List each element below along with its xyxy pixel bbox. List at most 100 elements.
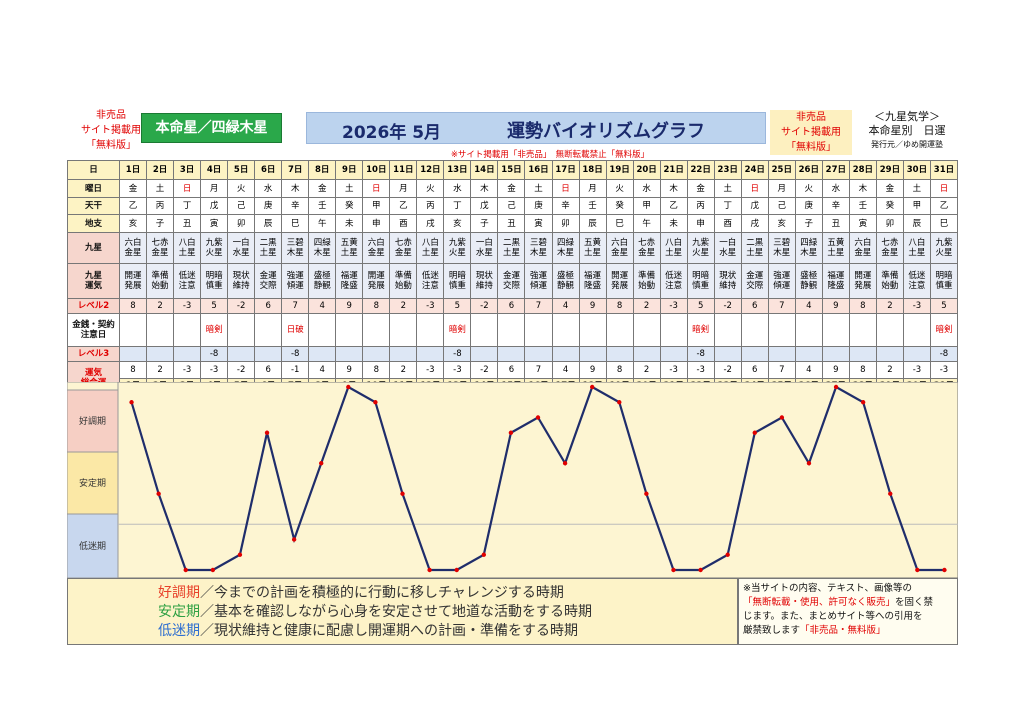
- cell: 六白金星: [606, 233, 633, 263]
- cell-text: 8: [860, 365, 866, 375]
- cell: -8: [444, 347, 471, 361]
- cell: 13日: [444, 161, 471, 179]
- cell-text: 日: [561, 183, 570, 194]
- row-label-line: 注意日: [80, 330, 107, 340]
- legend-text: ／基本を確認しながら心身を安定させて地道な活動をする時期: [200, 604, 592, 620]
- row-label-line: 九星: [84, 271, 102, 281]
- cell: 木: [660, 180, 687, 197]
- cell: 8日: [309, 161, 336, 179]
- cell-text-wrap: 現状維持: [232, 271, 250, 291]
- cell: 未: [336, 215, 363, 232]
- cell-text-wrap: 一白水星: [475, 238, 493, 258]
- cell-text: -8: [209, 349, 219, 359]
- cell: [579, 314, 606, 346]
- cell: 28日: [849, 161, 876, 179]
- cell-text: 辰: [588, 218, 597, 229]
- cell: 準備始動: [390, 264, 417, 298]
- cell-text: 水: [453, 183, 462, 194]
- cell: 丑: [498, 215, 525, 232]
- cell-text: 辛: [290, 201, 300, 211]
- point: [888, 491, 893, 496]
- point: [481, 552, 487, 557]
- cell-text: 甲: [912, 201, 922, 211]
- cell-text: 乙: [939, 201, 949, 211]
- cell-text: 火: [426, 183, 435, 194]
- band-label: 安定期: [79, 477, 106, 489]
- row-label-line: 金銭・契約: [72, 320, 115, 330]
- cell-text-wrap: 五黄土星: [340, 238, 358, 258]
- cell-text-wrap: 九紫火星: [205, 238, 223, 258]
- cell: -2: [228, 299, 255, 313]
- cell-text: 己: [507, 201, 516, 211]
- cell-text: 木: [669, 183, 678, 194]
- cell: 六白金星: [120, 233, 147, 263]
- cell-text: -3: [182, 365, 192, 375]
- cell-text: 7: [535, 301, 542, 311]
- cell: 2: [876, 299, 903, 313]
- cell: -2: [228, 362, 255, 378]
- cell-text: 29日: [879, 165, 901, 175]
- cell: 7: [768, 299, 795, 313]
- cell: [498, 347, 525, 361]
- cell-text: 巳: [615, 218, 624, 229]
- cell: 7: [768, 362, 795, 378]
- cell-text-wrap: 七赤金星: [151, 238, 169, 258]
- cell-text-wrap: 福運隆盛: [340, 271, 358, 291]
- cell: [876, 314, 903, 346]
- point: [562, 461, 568, 466]
- cell-text: 25日: [771, 165, 792, 175]
- cell: 24日: [741, 161, 768, 179]
- cell: 現状維持: [228, 264, 255, 298]
- cell: [525, 314, 552, 346]
- legend-line: 好調期／今までの計画を積極的に行動に移しチャレンジする時期: [158, 584, 737, 603]
- cell: 亥: [444, 215, 471, 232]
- cell-text-wrap: 一白水星: [719, 238, 737, 258]
- fortune-table: 日 1日 2日 3日 4日 5日 6日 7日 8日 9日 10日 11日 12日 13日 14日 15日 16日…: [67, 160, 958, 394]
- cell: 癸: [606, 198, 633, 214]
- cell: 庚: [525, 198, 552, 214]
- cell: 乙: [930, 198, 957, 214]
- cell-text-wrap: 九紫火星: [448, 238, 466, 258]
- note-text: を固く禁: [895, 597, 934, 608]
- point: [427, 567, 432, 573]
- cell: 8: [606, 299, 633, 313]
- note-line: じます。また、まとめサイト等への引用を: [743, 610, 953, 624]
- cell: 金運交際: [741, 264, 768, 298]
- cell-text: 5: [941, 301, 947, 311]
- cell: [741, 314, 768, 346]
- cell: 6: [255, 362, 282, 378]
- cell-text: 7日: [287, 165, 303, 175]
- cell: 4: [309, 362, 336, 378]
- cell-text: 6: [265, 301, 271, 311]
- cell: 9: [822, 362, 849, 378]
- cell: 明暗慎重: [444, 264, 471, 298]
- cell-text: 戌: [750, 218, 759, 229]
- note-text: 厳禁致します: [743, 625, 801, 636]
- cell: 六白金星: [363, 233, 390, 263]
- cell: 6日: [255, 161, 282, 179]
- band: [67, 389, 119, 453]
- cell-text: 子: [804, 218, 814, 229]
- cell: [660, 314, 687, 346]
- cell: [417, 314, 444, 346]
- cell: 2: [633, 362, 660, 378]
- cell: 5: [930, 299, 957, 313]
- cell-text: 14日: [474, 165, 495, 175]
- cell: 月: [201, 180, 228, 197]
- cell-text: 9: [589, 365, 596, 375]
- cell: 15日: [498, 161, 525, 179]
- cell: 低迷注意: [903, 264, 930, 298]
- cell-text: 丑: [831, 218, 841, 229]
- cell: 辛: [282, 198, 309, 214]
- row-label-line: 天干: [84, 201, 102, 211]
- cell: 14日: [471, 161, 498, 179]
- cell: 寅: [849, 215, 876, 232]
- cell: 八白土星: [417, 233, 444, 263]
- point: [291, 537, 297, 542]
- cell: 18日: [579, 161, 606, 179]
- cell: [255, 347, 282, 361]
- cell-text-wrap: 九紫火星: [692, 238, 710, 258]
- cell: 土: [147, 180, 174, 197]
- cell-text: 土: [912, 183, 922, 194]
- cell: 戊: [741, 198, 768, 214]
